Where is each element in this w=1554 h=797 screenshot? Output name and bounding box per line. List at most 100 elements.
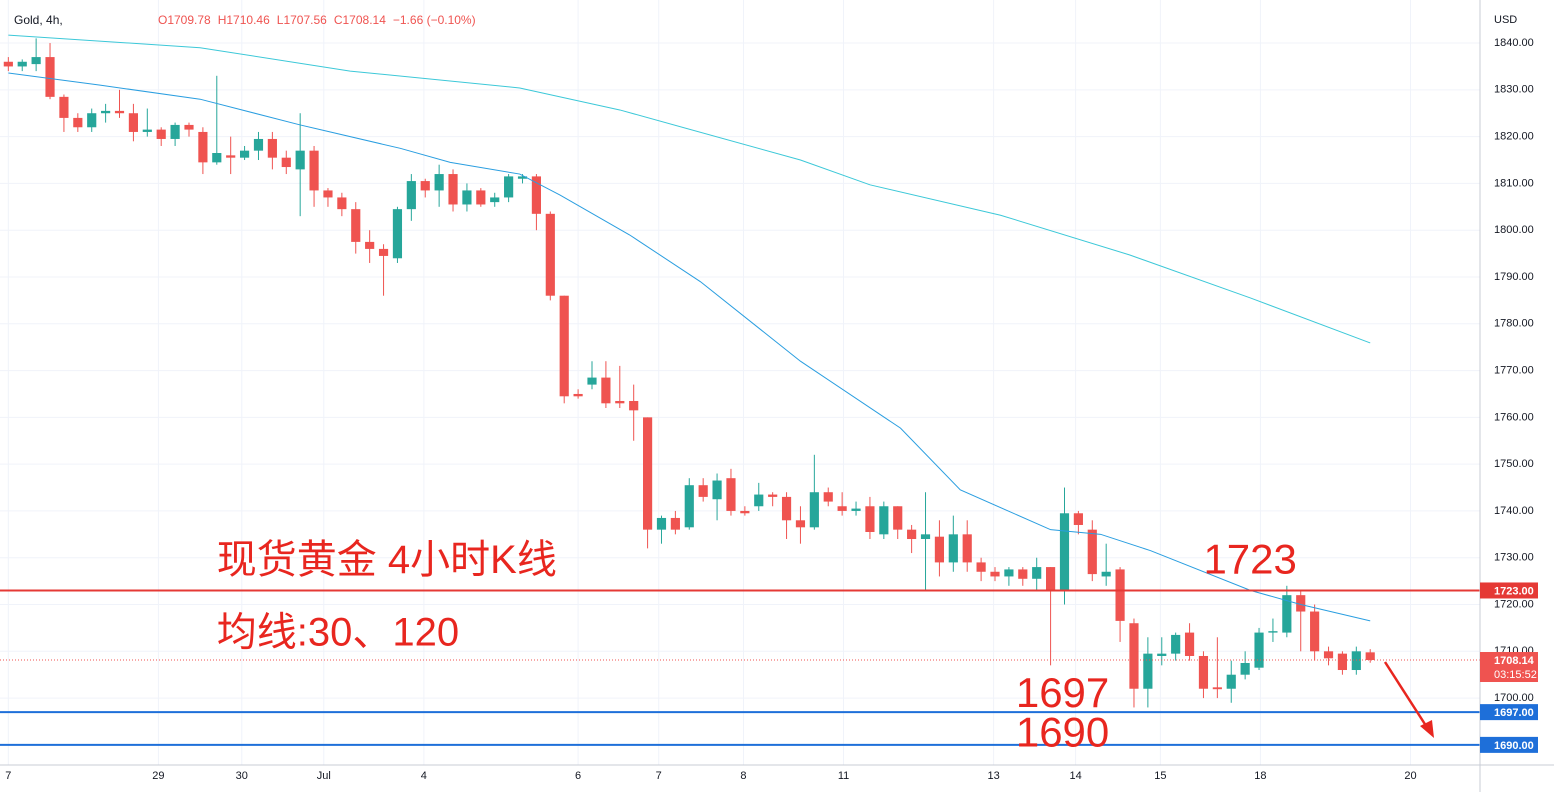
candle-body: [1157, 653, 1167, 656]
ohlc-header: O1709.78 H1710.46 L1707.56 C1708.14 −1.66 (−…: [158, 13, 476, 27]
level-label-bg: [1480, 582, 1538, 599]
y-tick-label: 1750.00: [1494, 458, 1534, 470]
x-tick-label: 13: [987, 770, 999, 782]
y-tick-label: 1790.00: [1494, 271, 1534, 283]
ohlc-value: L1707.56: [277, 13, 327, 27]
x-tick-label: 11: [838, 770, 849, 782]
candle-body: [392, 209, 403, 259]
candle-body: [1184, 632, 1195, 656]
candle-body: [948, 534, 958, 563]
candle-body: [490, 197, 500, 203]
moving-average: [8, 34, 1371, 344]
level-label: 1690.00: [1494, 740, 1534, 752]
level-label-bg: [1480, 704, 1538, 721]
candle-body: [309, 150, 319, 191]
candle-body: [114, 110, 125, 114]
candle-body: [87, 113, 97, 128]
moving-average: [8, 72, 1371, 622]
candle-body: [754, 494, 764, 507]
candle-body: [128, 113, 138, 132]
candle-body: [198, 131, 208, 163]
x-tick-label: 20: [1404, 770, 1416, 782]
candle-body: [726, 478, 736, 511]
x-tick-label: 14: [1069, 770, 1081, 782]
candle-body: [781, 496, 792, 521]
candle-body: [1004, 569, 1014, 577]
candle-body: [865, 506, 875, 532]
candle-body: [795, 520, 806, 528]
candle-body: [698, 485, 708, 497]
level-label: 1723.00: [1494, 585, 1534, 597]
y-tick-label: 1840.00: [1494, 37, 1534, 49]
x-tick-label: 29: [152, 770, 164, 782]
candle-body: [531, 176, 541, 214]
x-tick-label: Jul: [317, 770, 331, 782]
candle-body: [1087, 529, 1097, 575]
candle-body: [823, 492, 833, 502]
y-tick-label: 1730.00: [1494, 552, 1534, 564]
candle-body: [1310, 611, 1320, 652]
candle-body: [1323, 651, 1334, 659]
candle-body: [851, 508, 861, 511]
y-tick-label: 1720.00: [1494, 598, 1534, 610]
candle-body: [1337, 653, 1348, 671]
candle-body: [712, 480, 722, 500]
y-tick-label: 1800.00: [1494, 224, 1534, 236]
axes: 1700.001710.001720.001730.001740.001750.…: [5, 37, 1538, 782]
candle-body: [1046, 567, 1056, 591]
x-tick-label: 15: [1154, 770, 1166, 782]
x-tick-label: 7: [5, 770, 11, 782]
annotation: 1723: [1203, 535, 1296, 582]
x-tick-label: 7: [656, 770, 662, 782]
countdown-label: 03:15:52: [1494, 669, 1537, 681]
candle-body: [226, 155, 236, 158]
candle-body: [156, 129, 166, 139]
candle-body: [337, 197, 347, 210]
last-price-label: 1708.14: [1494, 655, 1535, 667]
candle-body: [559, 295, 569, 397]
candle-body: [962, 534, 972, 563]
candle-body: [170, 124, 180, 139]
candle-body: [1212, 687, 1222, 690]
candle-body: [573, 393, 583, 397]
candle-body: [1365, 652, 1375, 661]
candle-body: [1129, 623, 1139, 689]
currency: USD: [1494, 14, 1517, 26]
candle-body: [59, 96, 69, 118]
candle-body: [184, 124, 194, 130]
candle-body: [1171, 634, 1181, 654]
candle-body: [267, 138, 277, 158]
candle-body: [1296, 595, 1306, 612]
candle-body: [656, 517, 667, 530]
y-tick-label: 1780.00: [1494, 318, 1534, 330]
candle-body: [365, 241, 375, 249]
x-tick-label: 18: [1254, 770, 1266, 782]
candle-body: [934, 536, 945, 563]
y-tick-label: 1760.00: [1494, 411, 1534, 423]
candle-body: [73, 117, 83, 128]
candle-body: [517, 176, 528, 179]
candle-body: [295, 150, 305, 170]
candle-body: [684, 485, 694, 528]
candle-body: [504, 176, 514, 198]
candle-body: [1018, 569, 1028, 579]
annotation: 均线:30、120: [217, 610, 459, 654]
candle-body: [907, 529, 917, 540]
y-tick-label: 1770.00: [1494, 364, 1534, 376]
candle-body: [587, 377, 597, 385]
candle-body: [239, 150, 250, 158]
candle-body: [3, 61, 13, 67]
annotation: 1697: [1016, 669, 1109, 716]
candle-body: [1032, 567, 1042, 579]
candle-body: [212, 153, 222, 163]
candle-body: [545, 213, 555, 296]
x-tick-label: 4: [421, 770, 427, 782]
candle-body: [323, 190, 333, 198]
candle-body: [893, 506, 903, 530]
candle-body: [976, 562, 986, 572]
candle-body: [1268, 631, 1278, 633]
y-tick-label: 1700.00: [1494, 692, 1534, 704]
y-tick-label: 1740.00: [1494, 505, 1534, 517]
arrow-head: [1420, 720, 1434, 738]
